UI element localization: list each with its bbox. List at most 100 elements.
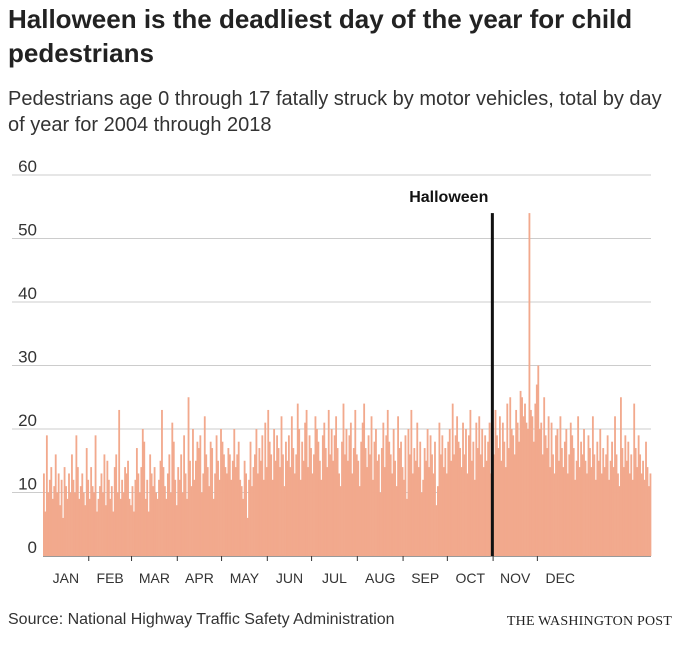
day-bar <box>513 454 516 556</box>
day-bar <box>141 429 144 556</box>
day-bar <box>234 467 237 556</box>
day-bar <box>497 448 500 556</box>
day-bar <box>203 416 206 556</box>
day-bar <box>156 498 159 556</box>
x-axis-ticks: JAN FEB MAR APR MAY JUN JUL AUG SEP OCT NOV DEC <box>53 556 575 586</box>
day-bar <box>166 473 169 556</box>
day-bar <box>538 429 541 556</box>
day-bar <box>192 429 194 556</box>
day-bar <box>248 479 250 556</box>
day-bar <box>620 397 622 556</box>
day-bar <box>408 454 411 556</box>
day-bar <box>172 441 175 556</box>
day-bar <box>550 422 553 556</box>
day-bar <box>375 429 377 556</box>
day-bar <box>91 486 94 556</box>
day-bar <box>587 435 590 556</box>
bars <box>43 213 652 556</box>
day-bar <box>324 448 327 556</box>
day-bar <box>597 460 600 556</box>
day-bar <box>332 460 335 556</box>
day-bar <box>400 441 402 556</box>
day-bar <box>242 498 245 556</box>
day-bar <box>499 416 501 556</box>
day-bar <box>417 467 420 556</box>
day-bar <box>79 486 82 556</box>
day-bar <box>121 479 124 556</box>
day-bar <box>476 448 479 556</box>
day-bar <box>648 486 650 556</box>
day-bar <box>487 441 490 556</box>
day-bar <box>633 403 636 556</box>
y-tick-label: 60 <box>18 157 37 176</box>
day-bar <box>53 486 56 556</box>
day-bar <box>540 422 543 556</box>
day-bar <box>352 448 355 556</box>
day-bar <box>451 403 454 556</box>
day-bar <box>379 492 382 556</box>
day-bar <box>314 416 317 556</box>
day-bar <box>107 479 110 556</box>
day-bar <box>643 479 646 556</box>
day-bar <box>184 473 187 556</box>
day-bar <box>251 486 253 556</box>
day-bar <box>503 441 506 556</box>
day-bar <box>578 467 581 556</box>
day-bar <box>569 422 572 556</box>
day-bar <box>289 467 292 556</box>
day-bar <box>305 409 308 556</box>
day-bar <box>214 473 217 556</box>
day-bar <box>252 467 255 556</box>
day-bar <box>355 454 358 556</box>
day-bar <box>470 460 473 556</box>
day-bar <box>233 429 236 556</box>
day-bar <box>236 454 239 556</box>
day-bar <box>646 467 649 556</box>
day-bar <box>562 467 565 556</box>
day-bar <box>169 492 172 556</box>
day-bar <box>45 435 48 556</box>
day-bar <box>299 479 302 556</box>
day-bar <box>63 467 66 556</box>
day-bar <box>110 486 113 556</box>
day-bar <box>572 448 575 556</box>
day-bar <box>590 467 593 556</box>
day-bar <box>171 422 174 556</box>
day-bar <box>249 441 252 556</box>
day-bar <box>335 416 338 556</box>
day-bar <box>450 460 453 556</box>
day-bar <box>589 448 591 556</box>
day-bar <box>217 460 219 556</box>
day-bar <box>60 479 63 556</box>
day-bar <box>106 460 109 556</box>
day-bar <box>600 473 603 556</box>
day-bar <box>466 473 469 556</box>
day-bar <box>541 454 544 556</box>
day-bar <box>351 473 354 556</box>
day-bar <box>125 473 128 556</box>
day-bar <box>81 473 84 556</box>
day-bar <box>118 409 121 556</box>
day-bar <box>529 409 532 556</box>
day-bar <box>385 435 388 556</box>
day-bar <box>571 435 574 556</box>
day-bar <box>115 454 118 556</box>
day-bar <box>404 435 407 556</box>
day-bar <box>153 467 156 556</box>
day-bar <box>611 441 613 556</box>
day-bar <box>519 390 522 556</box>
day-bar <box>57 473 60 556</box>
day-bar <box>380 448 383 556</box>
day-bar <box>506 403 509 556</box>
day-bar <box>543 397 546 556</box>
day-bar <box>76 467 79 556</box>
day-bar <box>507 448 510 556</box>
day-bar <box>556 429 559 556</box>
day-bar <box>109 498 112 556</box>
day-bar <box>183 435 186 556</box>
day-bar <box>444 448 447 556</box>
day-bar <box>581 454 584 556</box>
day-bar <box>593 454 596 556</box>
day-bar <box>625 460 628 556</box>
day-bar <box>140 467 143 556</box>
